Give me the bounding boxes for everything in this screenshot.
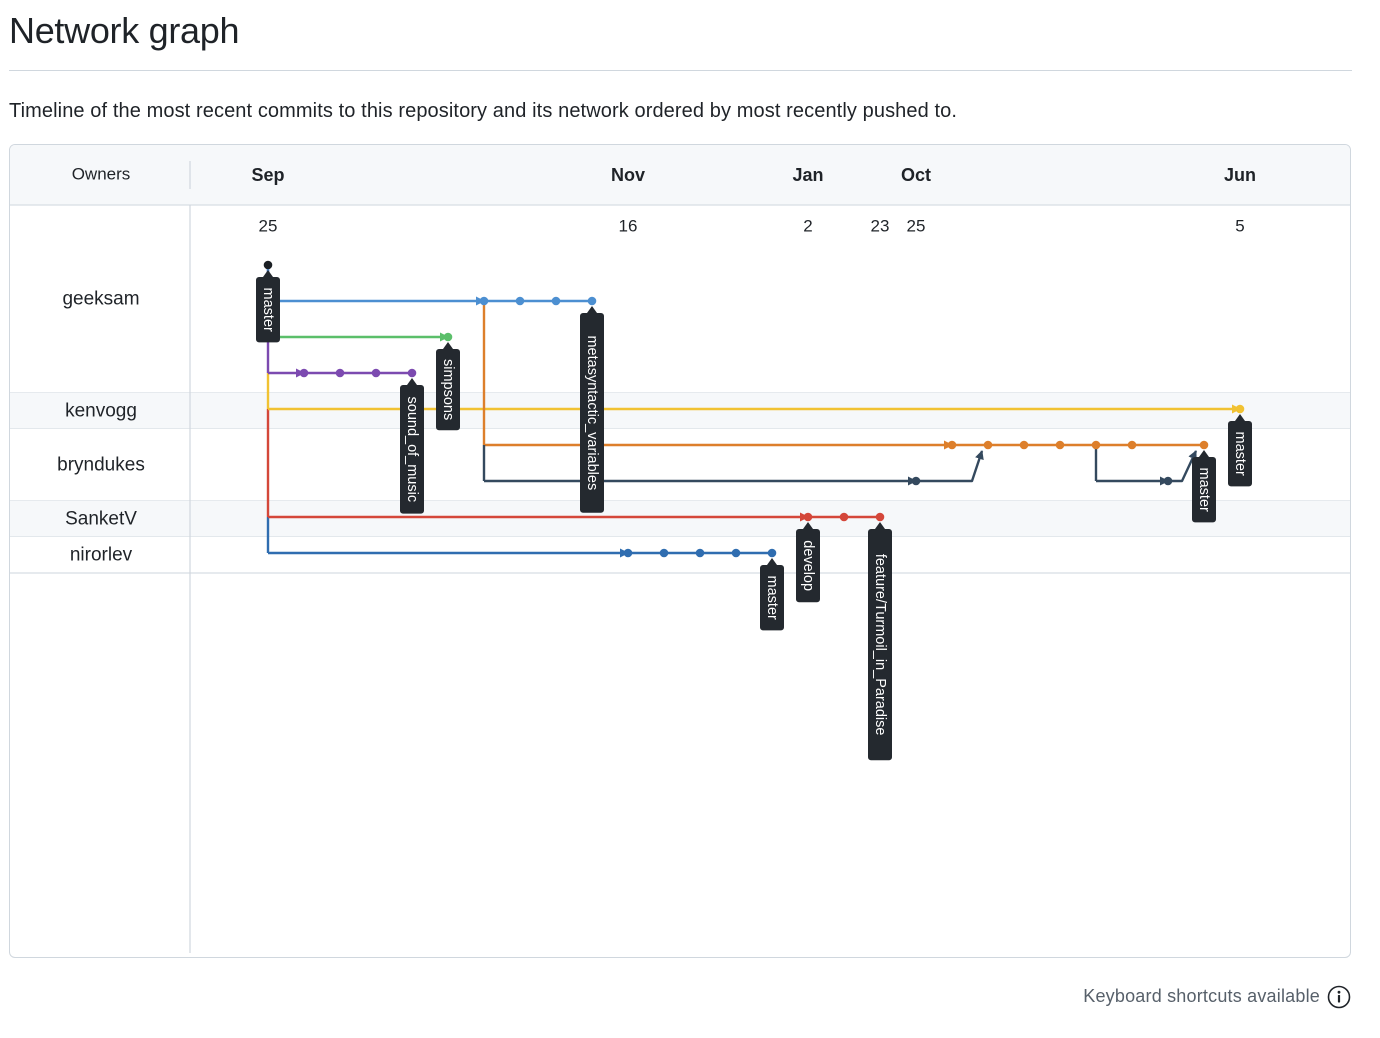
commit-dot[interactable] bbox=[1163, 476, 1173, 486]
page-title: Network graph bbox=[9, 10, 240, 51]
commit-dot[interactable] bbox=[551, 296, 561, 306]
branch-label-text: sound_of_music bbox=[404, 397, 420, 503]
branch-line-bryndukes-merge-a bbox=[916, 450, 984, 483]
branch-label-simpsons[interactable]: simpsons bbox=[436, 342, 460, 431]
month-label-sep: Sep bbox=[251, 165, 284, 185]
commit-dot[interactable] bbox=[479, 296, 489, 306]
day-label: 25 bbox=[259, 217, 278, 236]
commit-dot[interactable] bbox=[803, 512, 813, 522]
commit-dot[interactable] bbox=[263, 260, 273, 270]
page-description: Timeline of the most recent commits to t… bbox=[9, 100, 958, 122]
commit-dot[interactable] bbox=[1055, 440, 1065, 450]
branch-line-bryndukes-merge-b bbox=[1168, 450, 1198, 483]
commit-dot[interactable] bbox=[371, 368, 381, 378]
commit-dot[interactable] bbox=[515, 296, 525, 306]
branch-label-text: master bbox=[1196, 468, 1212, 512]
branch-label-text: master bbox=[260, 288, 276, 332]
commit-dot[interactable] bbox=[407, 368, 417, 378]
commit-dot[interactable] bbox=[299, 368, 309, 378]
branch-label-sound-of-music[interactable]: sound_of_music bbox=[400, 378, 424, 514]
month-label-jan: Jan bbox=[792, 165, 823, 185]
owner-SanketV: SanketV bbox=[65, 509, 137, 530]
commit-dot[interactable] bbox=[911, 476, 921, 486]
commit-dot[interactable] bbox=[335, 368, 345, 378]
commit-dot[interactable] bbox=[623, 548, 633, 558]
day-label: 5 bbox=[1235, 217, 1244, 236]
branch-label-text: master bbox=[764, 576, 780, 620]
graph-header bbox=[10, 145, 1350, 205]
commit-dot[interactable] bbox=[1235, 404, 1245, 414]
owner-kenvogg: kenvogg bbox=[65, 401, 137, 422]
commit-dot[interactable] bbox=[983, 440, 993, 450]
month-label-jun: Jun bbox=[1224, 165, 1256, 185]
owner-bryndukes: bryndukes bbox=[57, 455, 145, 476]
branch-label-text: master bbox=[1232, 432, 1248, 476]
branch-label-master[interactable]: master bbox=[760, 558, 784, 631]
owner-geeksam: geeksam bbox=[62, 289, 139, 310]
branch-label-master[interactable]: master bbox=[256, 270, 280, 343]
title-divider bbox=[9, 70, 1352, 71]
commit-dot[interactable] bbox=[1127, 440, 1137, 450]
commit-dot[interactable] bbox=[875, 512, 885, 522]
branch-label-master[interactable]: master bbox=[1228, 414, 1252, 487]
owner-band-4 bbox=[10, 537, 1350, 573]
branch-label-master[interactable]: master bbox=[1192, 450, 1216, 523]
branch-label-metasyntactic-variables[interactable]: metasyntactic_variables bbox=[580, 306, 604, 513]
commit-dot[interactable] bbox=[731, 548, 741, 558]
branch-label-develop[interactable]: develop bbox=[796, 522, 820, 603]
keyboard-shortcuts-note[interactable]: Keyboard shortcuts available bbox=[1083, 986, 1320, 1006]
day-label: 16 bbox=[619, 217, 638, 236]
commit-dot[interactable] bbox=[1199, 440, 1209, 450]
info-icon[interactable] bbox=[1327, 985, 1351, 1009]
commit-dot[interactable] bbox=[1091, 440, 1101, 450]
owner-nirorlev: nirorlev bbox=[70, 545, 133, 566]
owner-band-2 bbox=[10, 429, 1350, 501]
branch-label-feature-turmoil-in-paradise[interactable]: feature/Turmoil_in_Paradise bbox=[868, 522, 892, 761]
network-graph-canvas[interactable]: Owners geeksam kenvogg bryndukes SanketV niro… bbox=[10, 145, 1350, 957]
branch-label-text: simpsons bbox=[440, 359, 456, 420]
day-label: 2 bbox=[803, 217, 812, 236]
branch-label-text: develop bbox=[800, 540, 816, 591]
month-label-nov: Nov bbox=[611, 165, 645, 185]
day-label: 25 bbox=[907, 217, 926, 236]
owners-header: Owners bbox=[72, 165, 131, 184]
commit-dot[interactable] bbox=[587, 296, 597, 306]
month-label-oct: Oct bbox=[901, 165, 931, 185]
commit-dot[interactable] bbox=[443, 332, 453, 342]
day-label: 23 bbox=[871, 217, 890, 236]
commit-dot[interactable] bbox=[839, 512, 849, 522]
branch-label-text: metasyntactic_variables bbox=[584, 335, 600, 490]
owner-band-3 bbox=[10, 501, 1350, 537]
commit-dot[interactable] bbox=[947, 440, 957, 450]
owner-band-1 bbox=[10, 393, 1350, 429]
network-graph[interactable]: Owners geeksam kenvogg bryndukes SanketV niro… bbox=[9, 144, 1351, 958]
commit-dot[interactable] bbox=[1019, 440, 1029, 450]
commit-dot[interactable] bbox=[659, 548, 669, 558]
owner-band-0 bbox=[10, 205, 1350, 393]
commit-dot[interactable] bbox=[767, 548, 777, 558]
commit-dot[interactable] bbox=[695, 548, 705, 558]
branch-label-text: feature/Turmoil_in_Paradise bbox=[872, 554, 888, 736]
